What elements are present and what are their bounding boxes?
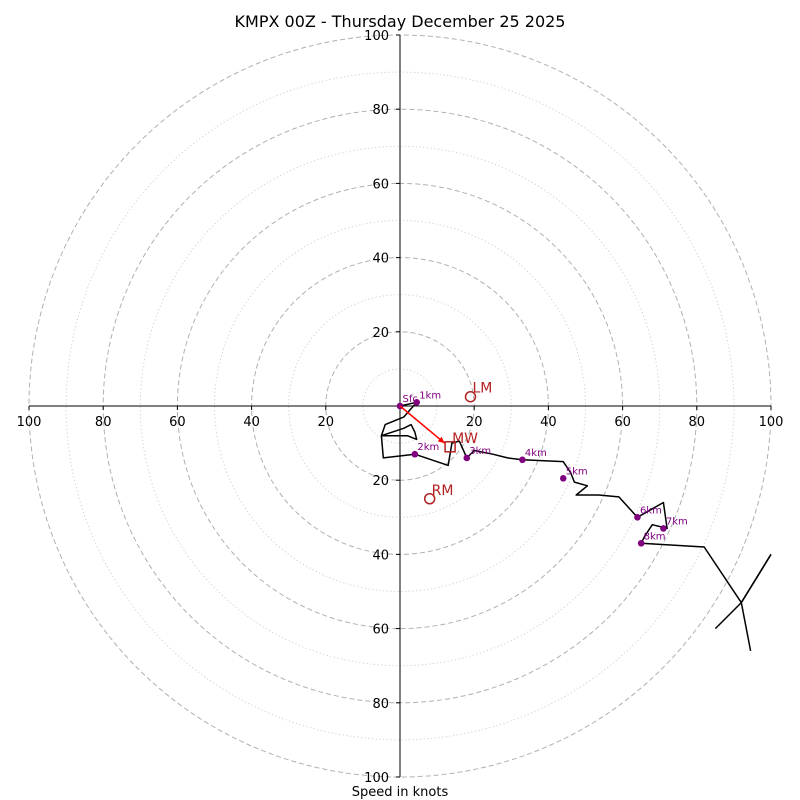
storm-motion-label: LM [472,381,492,397]
height-marker-label: Sfc [403,394,418,405]
y-tick-label: 60 [372,177,389,192]
height-marker-dot [637,539,645,547]
x-tick-label: 40 [540,415,557,430]
height-marker-label: 6km [640,505,662,516]
mean-wind-arrowhead [437,436,445,444]
height-marker-label: 8km [644,531,666,542]
wind-barb-flag [740,602,752,652]
tick-labels: 100 80 60 40 20 20 40 60 80 100 100 80 60 40 20 20 40 60 8… [17,29,784,786]
height-marker-dot [411,450,419,458]
chart-title: KMPX 00Z - Thursday December 25 2025 [235,12,566,31]
x-tick-label: 80 [95,415,112,430]
height-marker-label: 1km [419,390,441,401]
x-tick-label: 100 [759,415,784,430]
hodograph-trace [380,401,772,604]
storm-motion-marker [444,441,456,453]
height-marker-label: 2km [417,442,439,453]
x-tick-label: 40 [243,415,260,430]
x-tick-label: 20 [318,415,335,430]
height-marker-dot [463,454,471,462]
y-tick-label: 60 [372,623,389,638]
y-tick-label: 100 [364,29,389,44]
storm-vectors: LM RM MW [399,381,492,505]
y-tick-label: 20 [372,474,389,489]
storm-motion-marker [423,493,436,505]
y-tick-label: 80 [372,103,389,118]
height-marker-label: 5km [566,466,588,477]
y-tick-label: 100 [364,771,389,786]
height-marker-dot [559,475,567,482]
storm-motion-marker [464,390,477,403]
height-marker-dot [660,525,667,532]
y-tick-label: 80 [372,697,389,712]
height-marker-dot [634,514,641,521]
height-marker-label: 3km [469,446,491,457]
wind-barb-flag [714,602,742,630]
x-tick-label: 60 [169,415,186,430]
x-tick-label: 60 [614,415,631,430]
x-tick-label: 100 [17,415,42,430]
x-axis-label: Speed in knots [352,785,449,800]
y-tick-label: 40 [372,252,389,267]
y-tick-label: 40 [372,548,389,563]
height-marker-dot [519,456,526,464]
storm-motion-label: RM [432,483,454,499]
mean-wind-vector [399,405,446,444]
wind-barb-staff [740,554,772,604]
height-marker-dot [413,398,420,406]
height-marker-label: 7km [666,516,688,527]
x-tick-label: 20 [466,415,483,430]
hodograph-trace-group [380,401,772,652]
x-tick-label: 80 [689,415,706,430]
height-marker-label: 4km [525,448,547,459]
y-tick-label: 20 [372,326,389,341]
storm-motion-label: MW [452,431,478,447]
